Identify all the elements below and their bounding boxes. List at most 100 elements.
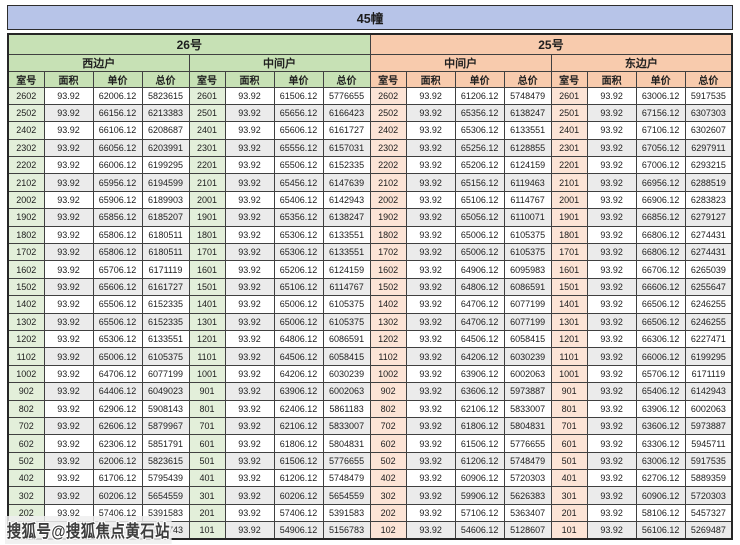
room-cell: 101 — [550, 521, 588, 540]
room-cell: 2202 — [7, 156, 45, 175]
area-cell: 93.92 — [586, 103, 637, 123]
total-price-cell: 6095983 — [503, 260, 552, 279]
area-cell: 93.92 — [224, 243, 275, 262]
total-price-cell: 5720303 — [684, 486, 733, 505]
unit-price-cell: 65706.12 — [92, 260, 143, 279]
room-cell: 2002 — [7, 190, 45, 210]
room-cell: 601 — [550, 434, 588, 453]
total-price-cell: 6161727 — [141, 277, 190, 297]
column-header: 室号 — [550, 70, 588, 88]
area-cell: 93.92 — [586, 208, 637, 227]
room-cell: 402 — [7, 469, 45, 488]
area-cell: 93.92 — [224, 121, 275, 140]
room-cell: 1101 — [188, 347, 226, 366]
unit-price-cell: 54906.12 — [273, 521, 324, 540]
table-row: 902 93.92 64406.12 6049023 901 93.92 63906.12 6… — [7, 382, 733, 401]
room-cell: 502 — [7, 451, 45, 471]
unit-type-header: 中间户 — [369, 53, 552, 72]
total-price-cell: 6128855 — [503, 138, 552, 158]
total-price-cell: 6274431 — [684, 243, 733, 262]
unit-price-cell: 65906.12 — [92, 190, 143, 210]
unit-price-cell: 61206.12 — [273, 469, 324, 488]
unit-type-header: 中间户 — [188, 53, 371, 72]
room-cell: 1002 — [7, 364, 45, 384]
total-price-cell: 6171119 — [684, 364, 733, 384]
unit-price-cell: 65956.12 — [92, 173, 143, 192]
room-cell: 302 — [369, 486, 407, 505]
room-cell: 2201 — [550, 156, 588, 175]
unit-price-cell: 65506.12 — [273, 156, 324, 175]
area-cell: 93.92 — [43, 399, 94, 418]
total-price-cell: 6142943 — [684, 382, 733, 401]
room-cell: 702 — [369, 416, 407, 436]
room-cell: 1801 — [188, 225, 226, 245]
total-price-cell: 5748479 — [503, 451, 552, 471]
area-cell: 93.92 — [405, 469, 456, 488]
room-cell: 2501 — [188, 103, 226, 123]
unit-price-cell: 65656.12 — [273, 103, 324, 123]
total-price-cell: 6279127 — [684, 208, 733, 227]
area-cell: 93.92 — [43, 451, 94, 471]
unit-price-cell: 62106.12 — [273, 416, 324, 436]
area-cell: 93.92 — [405, 486, 456, 505]
total-price-cell: 5748479 — [322, 469, 371, 488]
unit-price-cell: 63906.12 — [635, 399, 686, 418]
room-cell: 1302 — [369, 312, 407, 331]
area-cell: 93.92 — [43, 486, 94, 505]
unit-price-cell: 65606.12 — [273, 121, 324, 140]
total-price-cell: 5973887 — [503, 382, 552, 401]
total-price-cell: 6138247 — [322, 208, 371, 227]
column-header: 单价 — [635, 70, 686, 88]
room-cell: 1301 — [188, 312, 226, 331]
area-cell: 93.92 — [405, 173, 456, 192]
area-cell: 93.92 — [405, 121, 456, 140]
total-price-cell: 6030239 — [322, 364, 371, 384]
room-cell: 1501 — [550, 277, 588, 297]
table-row: 802 93.92 62906.12 5908143 801 93.92 62406.12 5… — [7, 399, 733, 418]
unit-price-cell: 61506.12 — [454, 434, 505, 453]
total-price-cell: 5917535 — [684, 451, 733, 471]
total-price-cell: 6152335 — [322, 156, 371, 175]
table-row: 1502 93.92 65606.12 6161727 1501 93.92 65106.1… — [7, 277, 733, 297]
area-cell: 93.92 — [586, 295, 637, 314]
unit-type-header: 东边户 — [550, 53, 733, 72]
unit-price-cell: 66806.12 — [635, 243, 686, 262]
area-cell: 93.92 — [224, 347, 275, 366]
area-cell: 93.92 — [43, 121, 94, 140]
table-row: 402 93.92 61706.12 5795439 401 93.92 61206.12 5… — [7, 469, 733, 488]
room-cell: 1802 — [369, 225, 407, 245]
area-cell: 93.92 — [586, 173, 637, 192]
room-cell: 2301 — [188, 138, 226, 158]
room-cell: 401 — [550, 469, 588, 488]
area-cell: 93.92 — [224, 225, 275, 245]
total-price-cell: 6142943 — [322, 190, 371, 210]
unit-price-cell: 66506.12 — [635, 312, 686, 331]
room-cell: 702 — [7, 416, 45, 436]
table-row: 2602 93.92 62006.12 5823615 2601 93.92 61506.1… — [7, 86, 733, 105]
total-price-cell: 5889359 — [684, 469, 733, 488]
total-price-cell: 6105375 — [503, 225, 552, 245]
room-cell: 2602 — [369, 86, 407, 105]
table-row: 1402 93.92 65506.12 6152335 1401 93.92 65006.1… — [7, 295, 733, 314]
total-price-cell: 5851791 — [141, 434, 190, 453]
room-cell: 701 — [188, 416, 226, 436]
room-cell: 2002 — [369, 190, 407, 210]
area-cell: 93.92 — [43, 347, 94, 366]
area-cell: 93.92 — [586, 86, 637, 105]
unit-price-cell: 58106.12 — [635, 503, 686, 523]
total-price-cell: 5128607 — [503, 521, 552, 540]
building-header: 25号 — [369, 33, 733, 55]
room-cell: 2302 — [369, 138, 407, 158]
area-cell: 93.92 — [405, 521, 456, 540]
unit-price-cell: 62406.12 — [273, 399, 324, 418]
area-cell: 93.92 — [586, 329, 637, 349]
area-cell: 93.92 — [405, 295, 456, 314]
room-cell: 2001 — [550, 190, 588, 210]
unit-price-cell: 61806.12 — [454, 416, 505, 436]
total-price-cell: 5804831 — [322, 434, 371, 453]
room-cell: 302 — [7, 486, 45, 505]
unit-price-cell: 66956.12 — [635, 173, 686, 192]
room-cell: 1001 — [188, 364, 226, 384]
table-row: 2002 93.92 65906.12 6189903 2001 93.92 65406.1… — [7, 190, 733, 210]
area-cell: 93.92 — [43, 190, 94, 210]
